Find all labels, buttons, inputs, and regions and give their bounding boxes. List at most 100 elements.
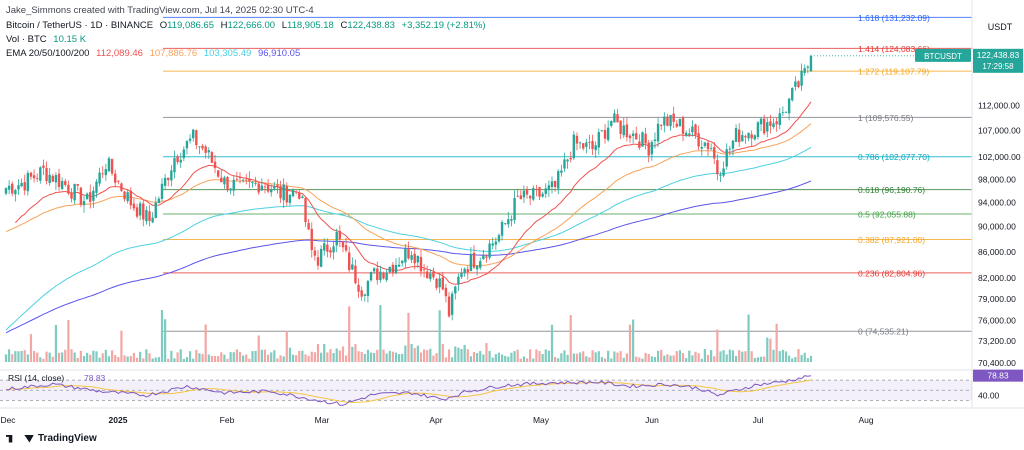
candle-body [163, 177, 167, 186]
volume-bar [354, 344, 357, 362]
volume-bar [806, 358, 809, 362]
volume-bar [110, 350, 114, 362]
candle-body [797, 81, 800, 87]
candle-body [260, 185, 264, 191]
volume-bar [513, 351, 516, 362]
candle-body [319, 248, 323, 267]
candle-body [454, 286, 457, 294]
candle-body [469, 254, 473, 272]
volume-bar [51, 356, 54, 362]
fib-level-label: 1.414 (124,083.66) [858, 44, 930, 54]
volume-bar [242, 355, 245, 362]
volume-bar [419, 352, 423, 362]
volume-bar [616, 352, 619, 362]
volume-bar [725, 354, 728, 362]
volume-bar [20, 351, 23, 362]
volume-bar [619, 351, 622, 362]
volume-bar [394, 352, 398, 362]
candle-body [528, 195, 532, 199]
volume-bar [270, 352, 273, 362]
volume-bar [447, 349, 451, 362]
volume-bar [276, 358, 279, 362]
candle-body [426, 271, 429, 279]
volume-bar [797, 349, 800, 362]
candle-body [173, 158, 176, 173]
candle-body [756, 122, 760, 138]
candle-body [32, 175, 36, 179]
candle-body [463, 268, 466, 273]
candle-body [4, 188, 8, 194]
volume-bar [507, 356, 510, 362]
tradingview-logo[interactable]: TradingView [6, 433, 97, 444]
candle-body [429, 273, 432, 280]
symbol-tag [915, 48, 971, 62]
candle-body [738, 129, 741, 143]
volume-bar [538, 351, 541, 362]
candle-body [291, 190, 295, 197]
volume-bar [285, 331, 288, 362]
volume-bar [132, 352, 136, 362]
volume-bar [210, 355, 214, 362]
volume-bar [544, 349, 547, 362]
volume-bar [638, 357, 641, 362]
volume-bar [466, 349, 469, 362]
candle-body [653, 139, 657, 141]
candle-body [216, 170, 220, 177]
volume-bar [532, 358, 535, 362]
volume-bar [610, 358, 613, 362]
candle-body [557, 171, 560, 189]
candle-body [369, 271, 373, 281]
symbol-name[interactable]: Bitcoin / TetherUS · 1D · BINANCE [6, 20, 154, 31]
candle-body [572, 134, 576, 159]
rsi-value-tag [973, 369, 1023, 382]
candle-body [681, 117, 685, 134]
candle-body [725, 149, 728, 167]
volume-bar [663, 355, 666, 362]
chart-creator-label: Jake_Simmons created with TradingView.co… [6, 5, 314, 16]
volume-bar [223, 354, 226, 362]
candle-body [541, 193, 544, 197]
volume-bar [369, 352, 373, 362]
candle-body [20, 183, 23, 187]
volume-legend[interactable]: Vol · BTC 10.15 K [6, 34, 90, 45]
candle-body [750, 134, 753, 139]
candle-body [129, 190, 132, 206]
volume-bar [716, 329, 719, 362]
candle-body [123, 191, 126, 200]
volume-bar [494, 354, 497, 362]
volume-bar [575, 353, 579, 362]
candle-body [42, 165, 45, 168]
candle-body [54, 175, 58, 183]
volume-bar [454, 346, 457, 362]
volume-bar [42, 358, 45, 362]
volume-bar [756, 357, 760, 362]
candle-body [597, 132, 600, 148]
candle-body [304, 198, 307, 223]
volume-bar [185, 357, 189, 362]
fib-level-label: 0.786 (102,077.70) [858, 152, 930, 162]
candle-body [485, 256, 488, 258]
volume-bar [373, 352, 376, 362]
fib-retracement: 1.618 (131,232.09) 1.414 (124,083.66) 1.27… [163, 13, 972, 337]
ohlc-legend: Bitcoin / TetherUS · 1D · BINANCE O119,0… [6, 20, 490, 31]
candle-body [344, 245, 348, 251]
candle-body [154, 202, 157, 218]
candle-body [706, 142, 710, 150]
volume-bar [622, 357, 625, 362]
volume-bar [504, 355, 507, 362]
candle-body [204, 146, 207, 153]
candle-body [466, 269, 469, 273]
candle-body [279, 186, 282, 199]
price-tick-label: 76,000.00 [978, 315, 1016, 325]
time-tick-label: Aug [858, 415, 873, 425]
candle-body [575, 135, 579, 144]
candle-body [220, 177, 223, 183]
volume-bar [607, 350, 610, 362]
volume-bar [647, 354, 650, 362]
candle-body [703, 142, 707, 146]
candle-body [672, 113, 675, 122]
volume-bar [23, 350, 26, 362]
ema-legend[interactable]: EMA 20/50/100/200 112,089.46 107,886.76 … [6, 48, 304, 59]
volume-bar [444, 357, 448, 362]
